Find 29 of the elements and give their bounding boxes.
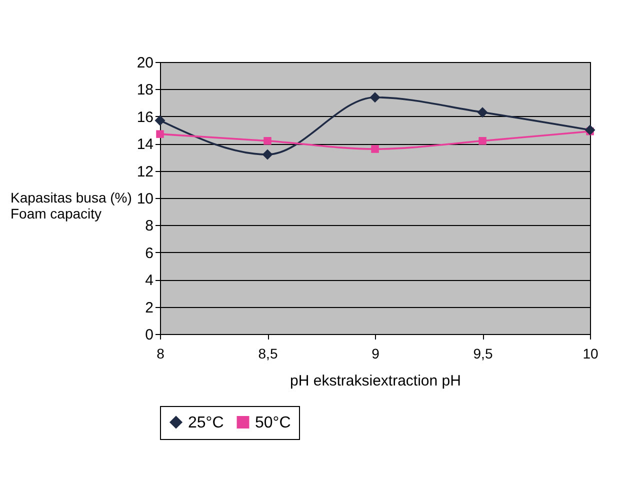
legend-label: 25°C — [188, 414, 224, 432]
x-tick-label: 9 — [372, 346, 380, 362]
y-tick-label: 12 — [136, 163, 154, 180]
point — [584, 124, 596, 136]
point — [477, 107, 488, 118]
y-tick-label: 6 — [145, 244, 154, 262]
x-axis-title: pH ekstraksiextraction pH — [290, 372, 461, 390]
legend-label: 50°C — [255, 414, 291, 432]
point — [156, 130, 164, 138]
y-tick-label: 0 — [145, 326, 154, 344]
y-tick-label: 4 — [145, 272, 154, 290]
y-tick-label: 8 — [145, 218, 154, 235]
point — [371, 145, 379, 153]
y-tick-label: 16 — [136, 108, 154, 126]
x-tick-label: 9,5 — [473, 346, 493, 362]
y-tick-label: 2 — [145, 299, 154, 316]
y-tick-label: 20 — [136, 54, 154, 72]
x-tick-label: 10 — [582, 346, 598, 362]
y-axis-title: Kapasitas busa (%) Foam capacity — [10, 190, 132, 222]
y-tick-label: 18 — [136, 82, 154, 99]
y-tick-label: 10 — [136, 190, 154, 208]
y-tick-label: 14 — [136, 136, 154, 154]
point — [262, 149, 273, 160]
point — [478, 137, 486, 145]
x-tick-label: 8,5 — [258, 346, 278, 362]
x-tick-label: 8 — [156, 346, 165, 362]
point — [154, 115, 166, 126]
point — [370, 92, 380, 103]
point — [264, 137, 272, 145]
